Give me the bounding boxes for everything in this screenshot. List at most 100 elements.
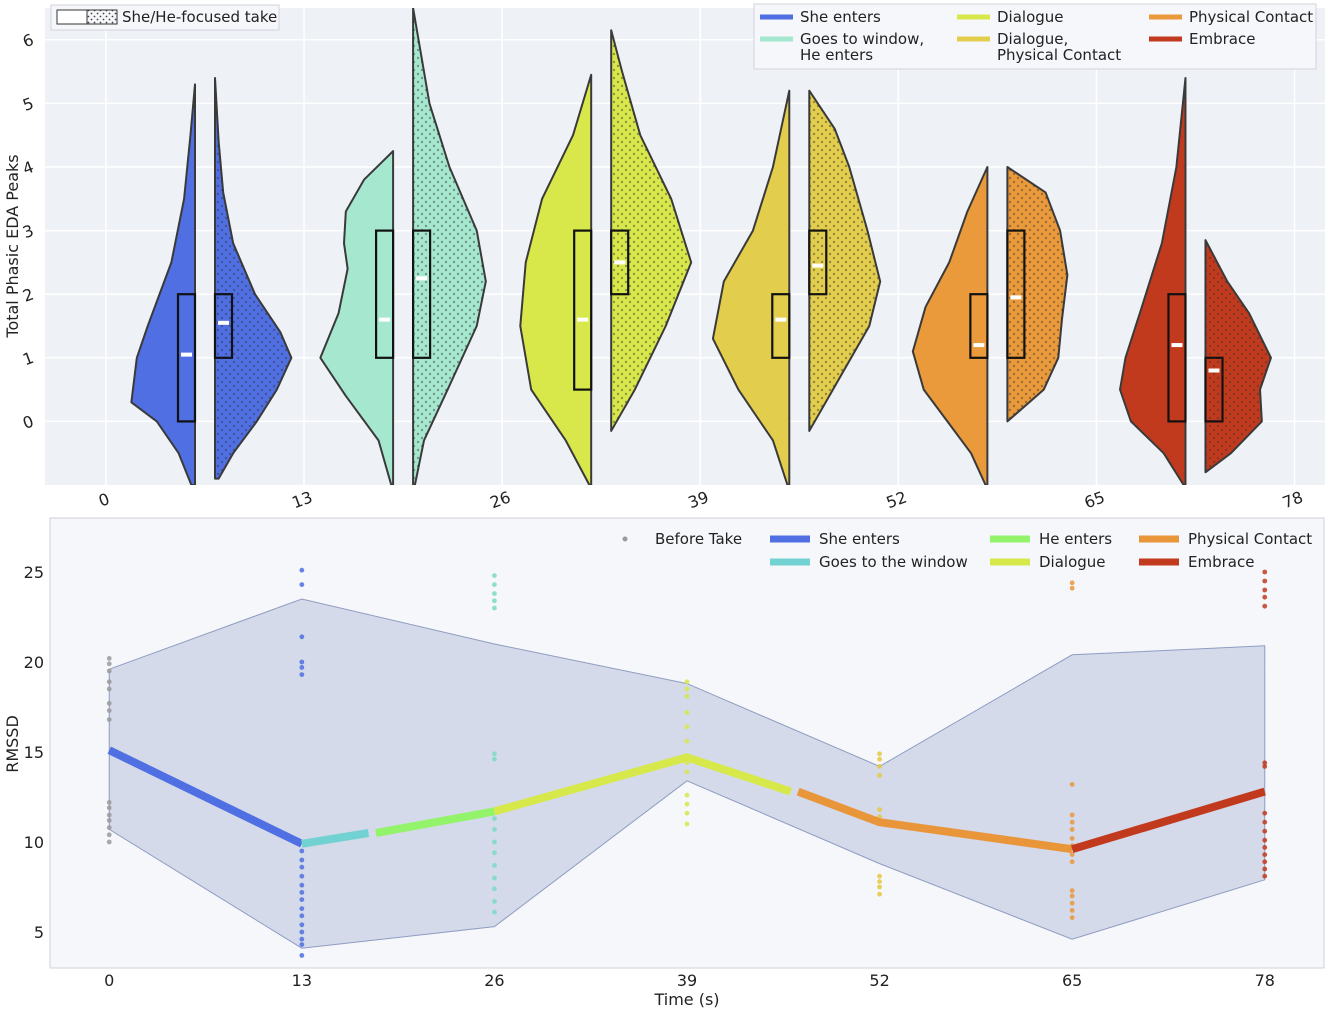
violin-group-dialogue-physical-contact-she-half: [711, 89, 791, 485]
violin-legend-line: Dialogue: [997, 8, 1064, 26]
rmssd-point-t26-7: [492, 827, 497, 832]
take-legend: She/He-focused take: [50, 4, 280, 31]
violin-x-tick-label-78: 78: [1280, 487, 1306, 512]
rmssd-point-t26-2: [492, 886, 497, 892]
rmssd-x-tick-label-65: 65: [1062, 971, 1082, 990]
rmssd-point-t52-2: [877, 879, 882, 884]
rmssd-point-t39-7: [684, 738, 690, 744]
rmssd-point-t65-8: [1069, 836, 1075, 841]
violin-legend-line: He enters: [800, 46, 873, 64]
rmssd-point-t13-12: [299, 857, 305, 863]
rmssd-point-t13-8: [299, 890, 305, 895]
violin-group-dialogue-physical-contact-she-box: [771, 293, 791, 359]
rmssd-point-t26-12: [492, 598, 497, 604]
rmssd-point-t52-8: [877, 756, 882, 762]
rmssd-point-t0-11: [106, 679, 112, 685]
rmssd-point-t65-5: [1069, 859, 1075, 865]
violin-legend-line: Physical Contact: [1189, 8, 1313, 26]
rmssd-x-tick-label-39: 39: [677, 971, 697, 990]
rmssd-point-t26-1: [492, 899, 497, 904]
violin-group-goes-to-window-he-enters-she-box: [374, 229, 395, 359]
rmssd-point-t78-6: [1262, 828, 1268, 834]
violin-x-tick-label-26: 26: [487, 487, 513, 512]
rmssd-point-t0-2: [106, 825, 112, 830]
violin-legend-label-dialogue: Dialogue: [997, 8, 1064, 26]
rmssd-point-t26-13: [492, 591, 497, 596]
rmssd-point-t39-10: [684, 693, 690, 699]
rmssd-point-t26-3: [492, 875, 497, 881]
violin-legend-label-physical-contact: Physical Contact: [1189, 8, 1313, 26]
violin-group-dialogue-physical-contact-he-box-pattern: [809, 230, 827, 295]
rmssd-point-t65-0: [1069, 915, 1075, 920]
rmssd-y-tick-label-5: 5: [34, 923, 44, 942]
rmssd-y-tick-label-20: 20: [24, 653, 44, 672]
rmssd-legend-label-she-enters: She enters: [819, 530, 900, 548]
rmssd-point-t65-12: [1069, 782, 1075, 787]
violin-group-goes-to-window-he-enters-she-half: [319, 150, 395, 485]
rmssd-point-t0-13: [106, 661, 112, 667]
rmssd-x-ticks: 0 13 26 39 52 65 78: [104, 971, 1275, 990]
rmssd-point-t52-7: [877, 764, 882, 769]
rmssd-point-t39-1: [684, 810, 690, 816]
rmssd-point-t78-0: [1262, 873, 1268, 879]
rmssd-point-t78-13: [1262, 587, 1268, 593]
violin-x-tick-label-52: 52: [884, 487, 910, 512]
rmssd-point-t65-14: [1069, 580, 1075, 586]
violin-legend-line: Goes to window,: [800, 30, 924, 48]
rmssd-legend-label-dialogue: Dialogue: [1039, 553, 1106, 571]
rmssd-point-t26-0: [492, 909, 497, 915]
violin-group-embrace-she-median: [1171, 343, 1183, 348]
rmssd-point-t78-9: [1262, 764, 1268, 769]
rmssd-y-ticks: 5 10 15 20 25: [24, 563, 44, 942]
rmssd-point-t13-5: [299, 913, 305, 919]
violin-y-tick-label-1: 1: [20, 348, 36, 369]
rmssd-point-t78-12: [1262, 594, 1268, 600]
rmssd-point-t26-6: [492, 839, 497, 845]
violin-group-embrace: [1119, 76, 1272, 485]
violin-group-embrace-he-box-pattern: [1205, 357, 1223, 422]
rmssd-x-tick-label-78: 78: [1255, 971, 1275, 990]
violin-group-dialogue-he-median: [614, 260, 626, 265]
violin-group-goes-to-window-he-enters-he-box-pattern: [413, 230, 431, 358]
rmssd-segment-she-enters: [107, 746, 304, 848]
rmssd-x-tick-label-0: 0: [104, 971, 114, 990]
violin-group-dialogue-he-pattern: [611, 30, 692, 431]
rmssd-point-t78-7: [1262, 819, 1268, 825]
rmssd-point-t65-13: [1069, 585, 1075, 591]
violin-group-goes-to-window-he-enters: [319, 8, 487, 485]
take-legend-label: She/He-focused take: [122, 8, 277, 26]
violin-legend-label-goes-to-window-he-enters: Goes to window, He enters: [800, 30, 924, 64]
rmssd-point-t52-1: [877, 884, 882, 890]
she-take-swatch: [56, 9, 88, 25]
violin-legend-line: Dialogue,: [997, 30, 1068, 48]
rmssd-point-t26-15: [492, 573, 497, 578]
rmssd-segment-he-enters: [375, 807, 496, 837]
violin-y-tick-label-3: 3: [20, 221, 36, 242]
violin-x-ticks: 0 13 26 39 52 65 78: [96, 487, 1305, 512]
rmssd-point-t13-15: [299, 665, 305, 670]
rmssd-point-t39-9: [684, 710, 690, 715]
rmssd-point-t13-11: [299, 864, 305, 870]
violin-group-embrace-she-box: [1167, 293, 1187, 423]
violin-y-tick-label-4: 4: [20, 157, 36, 178]
rmssd-y-axis-label: RMSSD: [3, 715, 22, 773]
violin-group-she-enters-he-pattern: [215, 77, 292, 479]
rmssd-segment-goes-to-the-window: [301, 829, 370, 848]
rmssd-point-t65-6: [1069, 852, 1075, 857]
rmssd-point-t26-8: [492, 816, 497, 821]
rmssd-mean-line: [107, 746, 1266, 854]
rmssd-point-t65-4: [1069, 888, 1075, 893]
violin-legend-line: Physical Contact: [997, 46, 1121, 64]
rmssd-point-t13-14: [299, 672, 305, 677]
violin-group-she-enters-she-median: [181, 352, 192, 357]
violin-group-physical-contact-he-median: [1010, 295, 1022, 300]
rmssd-point-t26-11: [492, 605, 497, 611]
rmssd-point-t52-3: [877, 873, 882, 879]
violin-y-tick-label-0: 0: [20, 412, 36, 433]
rmssd-legend-label-goes-to-the-window: Goes to the window: [819, 553, 968, 571]
rmssd-point-t0-10: [106, 686, 112, 692]
rmssd-legend-label-physical-contact: Physical Contact: [1188, 530, 1312, 548]
violin-group-physical-contact-she-box: [969, 293, 989, 359]
violin-y-tick-label-5: 5: [20, 94, 36, 115]
